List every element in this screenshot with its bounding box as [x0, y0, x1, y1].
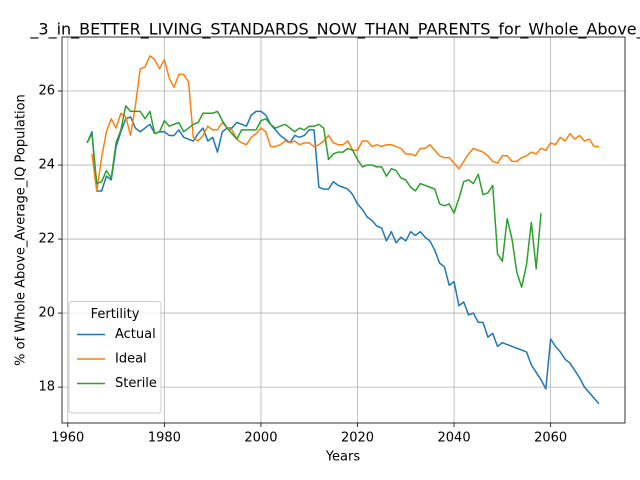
- legend-label: Sterile: [115, 376, 157, 391]
- line-series: [86, 110, 600, 405]
- x-axis-label: Years: [325, 450, 361, 465]
- chart-title: _3_in_BETTER_LIVING_STANDARDS_NOW_THAN_P…: [29, 20, 640, 40]
- y-tick-label: 26: [38, 84, 55, 99]
- x-tick-label: 2020: [341, 431, 374, 446]
- y-axis-label: % of Whole Above_Average_IQ Population: [14, 94, 29, 366]
- x-tick-label: 2000: [244, 431, 277, 446]
- legend-box: [68, 301, 162, 414]
- x-tick-label: 1960: [51, 431, 84, 446]
- line-series: [86, 105, 542, 288]
- line-series: [91, 55, 599, 192]
- x-tick-label: 1980: [148, 431, 181, 446]
- y-tick-label: 22: [38, 232, 55, 247]
- y-tick-label: 18: [38, 380, 55, 395]
- y-tick-label: 24: [38, 158, 55, 173]
- x-tick-label: 2040: [438, 431, 471, 446]
- legend: Fertility Actual Ideal Sterile: [68, 301, 162, 414]
- x-tick-label: 2060: [534, 431, 567, 446]
- legend-label: Actual: [115, 327, 156, 342]
- plot-frame: [61, 36, 626, 424]
- legend-title: Fertility: [91, 307, 140, 322]
- legend-label: Ideal: [115, 352, 147, 367]
- y-tick-label: 20: [38, 306, 55, 321]
